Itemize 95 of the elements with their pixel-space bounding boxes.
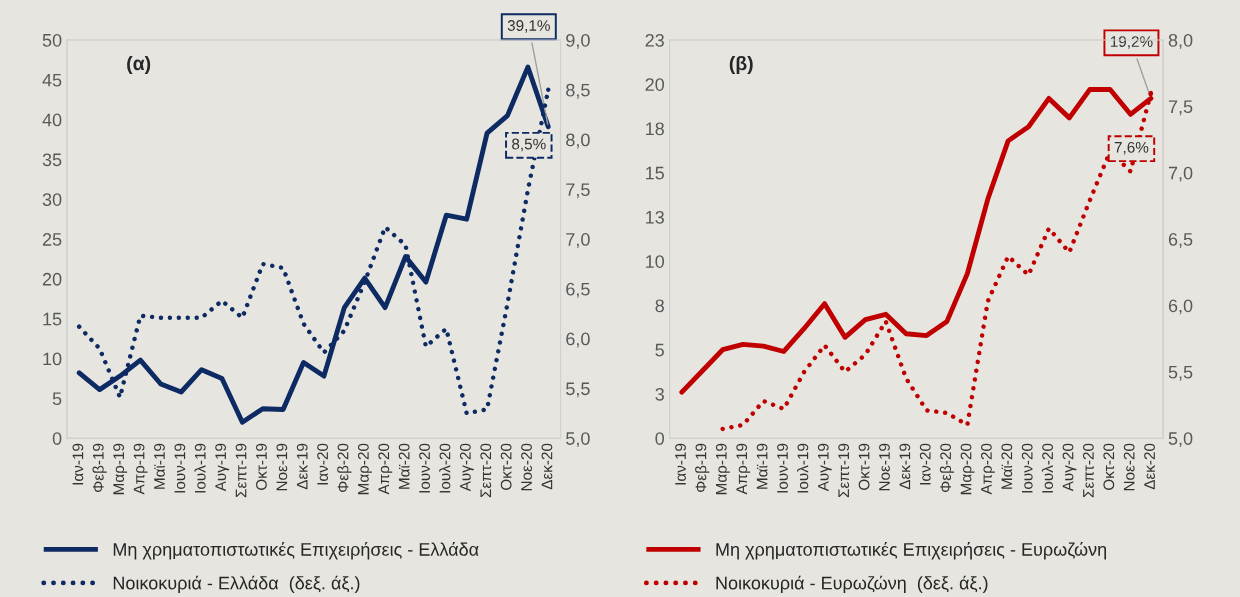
- y2-tick-label: 7,5: [566, 183, 590, 199]
- x-tick-label: Αυγ-20: [1062, 443, 1077, 492]
- y2-tick-label: 5,0: [566, 432, 590, 448]
- y-tick-label: 8: [655, 299, 664, 313]
- legend-label: Νοικοκυριά - Ελλάδα (δεξ. άξ.): [113, 575, 360, 593]
- x-tick-label: Οκτ-19: [256, 443, 267, 490]
- y-tick-label: 20: [645, 78, 665, 91]
- x-tick-label: Αυγ-19: [817, 443, 832, 492]
- x-tick-label: Νοε-20: [1123, 443, 1135, 491]
- x-tick-label: Ιουν-19: [777, 443, 788, 493]
- y-tick-label: 35: [42, 153, 62, 167]
- y2-tick-label: 8,5: [566, 83, 590, 99]
- x-tick-label: Απρ-20: [981, 443, 995, 495]
- y2-tick-label: 6,5: [566, 282, 590, 298]
- x-tick-label: Ιουλ-20: [1041, 443, 1054, 493]
- y2-tick-label: 7,0: [566, 233, 590, 248]
- y-tick-label: 10: [646, 255, 665, 268]
- x-tick-label: Μαϊ-20: [1001, 443, 1013, 489]
- y2-tick-label: 5,5: [566, 382, 590, 398]
- y-tick-label: 0: [655, 432, 665, 445]
- annotation: 7,6%: [1114, 141, 1149, 155]
- y-tick-label: 20: [42, 272, 62, 286]
- x-tick-label: Φεβ-20: [939, 443, 955, 493]
- y-tick-label: 23: [645, 33, 664, 47]
- x-tick-label: Μαρ-20: [960, 443, 975, 495]
- y2-tick-label: 6,0: [566, 332, 590, 348]
- y-tick-label: 0: [52, 432, 62, 445]
- y2-tick-label: 5,0: [1168, 432, 1193, 448]
- y-tick-label: 5: [52, 392, 62, 406]
- x-tick-label: Μαρ-19: [715, 443, 730, 495]
- legend-label: Νοικοκυριά - Ευρωζώνη (δεξ. άξ.): [716, 575, 988, 593]
- legend-label: Μη χρηματοπιστωτικές Επιχειρήσεις - Ευρωζώνη: [716, 542, 1107, 560]
- x-tick-label: Νοε-19: [879, 443, 890, 491]
- x-tick-label: Δεκ-20: [1144, 443, 1155, 490]
- x-tick-label: Νοε-19: [276, 443, 288, 491]
- x-tick-label: Σεπτ-20: [480, 443, 492, 498]
- x-tick-label: Μαϊ-19: [154, 443, 165, 489]
- x-tick-label: Οκτ-19: [858, 443, 870, 490]
- x-tick-label: Δεκ-19: [296, 443, 308, 490]
- x-tick-label: Φεβ-20: [337, 443, 352, 493]
- y2-tick-label: 8,0: [566, 133, 590, 149]
- x-tick-label: Ιουν-20: [419, 443, 430, 493]
- y2-tick-label: 7,5: [1168, 100, 1193, 116]
- y-tick-label: 40: [42, 113, 62, 127]
- x-tick-label: Ιουν-20: [1021, 443, 1033, 493]
- x-tick-label: Ιουλ-20: [439, 443, 451, 493]
- text: (α): [127, 55, 151, 75]
- x-tick-label: Μαρ-19: [113, 443, 128, 495]
- annotation: 19,2%: [1110, 36, 1153, 49]
- x-tick-label: Ιαν-19: [72, 443, 84, 485]
- x-tick-label: Ιουλ-19: [194, 443, 206, 493]
- x-tick-label: Σεπτ-19: [838, 443, 850, 498]
- x-tick-label: Ιαν-20: [317, 443, 329, 485]
- y2-tick-label: 7,0: [1168, 166, 1193, 182]
- y-tick-label: 45: [42, 73, 62, 87]
- x-tick-label: Αυγ-19: [215, 443, 230, 492]
- x-tick-label: Οκτ-20: [1103, 443, 1115, 490]
- y-tick-label: 10: [43, 352, 62, 366]
- y-tick-label: 30: [42, 193, 62, 206]
- legend-label: Μη χρηματοπιστωτικές Επιχειρήσεις - Ελλάδα: [113, 542, 479, 560]
- x-tick-label: Φεβ-19: [695, 443, 710, 493]
- x-tick-label: Μαϊ-20: [398, 443, 410, 489]
- x-tick-label: Ιαν-20: [919, 443, 931, 485]
- y-tick-label: 13: [646, 210, 664, 224]
- y-tick-label: 3: [655, 387, 664, 401]
- y2-tick-label: 6,0: [1168, 299, 1193, 315]
- x-tick-label: Σεπτ-19: [235, 443, 247, 498]
- x-tick-label: Απρ-20: [378, 443, 393, 495]
- x-tick-label: Δεκ-20: [541, 443, 553, 490]
- x-tick-label: Ιουλ-19: [797, 443, 809, 493]
- y-tick-label: 50: [42, 33, 62, 47]
- x-tick-label: Μαρ-20: [357, 443, 372, 495]
- y-tick-label: 15: [646, 166, 664, 180]
- x-tick-label: Σεπτ-20: [1082, 443, 1094, 498]
- y-tick-label: 18: [646, 122, 664, 136]
- y2-tick-label: 8,0: [1168, 33, 1193, 49]
- annotation: 8,5%: [512, 138, 546, 152]
- x-tick-label: Δεκ-19: [899, 443, 911, 490]
- x-tick-label: Φεβ-19: [92, 443, 107, 493]
- x-tick-label: Οκτ-20: [500, 443, 512, 490]
- x-tick-label: Ιαν-19: [675, 443, 686, 485]
- text: (β): [729, 55, 753, 75]
- annotation: 39,1%: [507, 20, 550, 33]
- x-tick-label: Απρ-19: [133, 443, 148, 495]
- x-tick-label: Νοε-20: [521, 443, 532, 491]
- x-tick-label: Αυγ-20: [459, 443, 474, 492]
- y2-tick-label: 6,5: [1168, 233, 1193, 248]
- y-tick-label: 5: [655, 343, 664, 357]
- y-tick-label: 25: [42, 233, 62, 246]
- y2-tick-label: 9,0: [566, 33, 590, 49]
- x-tick-label: Μαϊ-19: [756, 443, 768, 489]
- y2-tick-label: 5,5: [1168, 365, 1193, 381]
- y-tick-label: 15: [43, 312, 62, 326]
- x-tick-label: Ιουν-19: [174, 443, 186, 493]
- x-tick-label: Απρ-19: [736, 443, 751, 495]
